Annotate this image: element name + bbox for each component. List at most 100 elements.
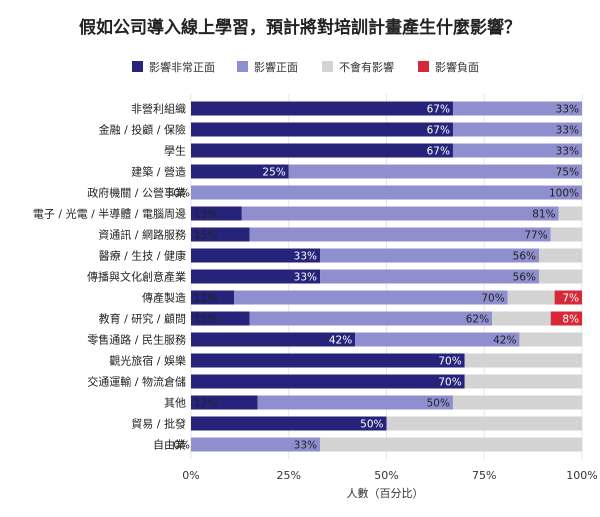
data-label-14-0: 17%	[194, 398, 217, 410]
data-label-2-0: 67%	[427, 146, 450, 158]
bar-segment-9-3	[554, 290, 582, 305]
bar-segment-10-1	[249, 311, 493, 326]
bar-segment-9-2	[507, 290, 555, 305]
category-label-12: 觀光旅宿 / 娛樂	[109, 354, 186, 368]
data-label-2-1: 33%	[556, 146, 579, 158]
category-label-11: 零售通路 / 民生服務	[87, 333, 186, 347]
category-label-7: 醫療 / 生技 / 健康	[99, 249, 186, 263]
x-tick-label-4: 100%	[566, 469, 597, 482]
bar-segment-2-1	[452, 143, 582, 158]
bar-segment-6-0	[191, 227, 250, 242]
bar-segment-7-0	[191, 248, 321, 263]
bar-segment-14-2	[452, 395, 582, 410]
bar-segment-5-2	[558, 206, 582, 221]
x-tick-label-0: 0%	[182, 469, 199, 482]
data-label-6-1: 77%	[524, 230, 547, 242]
data-label-11-1: 42%	[493, 335, 516, 347]
legend-swatch-3	[418, 61, 429, 72]
bar-segment-0-1	[452, 101, 582, 116]
data-label-5-0: 13%	[194, 209, 217, 221]
legend-swatch-2	[322, 61, 333, 72]
data-label-5-1: 81%	[532, 209, 555, 221]
data-label-4-1: 100%	[549, 188, 579, 200]
category-label-5: 電子 / 光電 / 半導體 / 電腦周邊	[33, 207, 186, 221]
category-label-16: 自由業	[153, 438, 186, 452]
bar-segment-1-0	[191, 122, 453, 137]
bar-segment-7-1	[320, 248, 539, 263]
data-label-10-0: 15%	[194, 314, 217, 326]
data-label-3-1: 75%	[556, 167, 579, 179]
legend-label-1: 影響正面	[254, 60, 298, 74]
category-label-10: 教育 / 研究 / 顧問	[99, 312, 186, 326]
bar-segment-5-0	[191, 206, 242, 221]
bar-segment-9-1	[234, 290, 508, 305]
bar-segment-10-0	[191, 311, 250, 326]
data-label-1-1: 33%	[556, 125, 579, 137]
data-label-12-0: 70%	[438, 356, 461, 368]
data-label-16-1: 33%	[294, 440, 317, 452]
bar-segment-12-2	[464, 353, 582, 368]
bar-segment-7-2	[538, 248, 582, 263]
bar-segment-11-0	[191, 332, 356, 347]
x-tick-label-2: 50%	[374, 469, 398, 482]
bar-segment-8-1	[320, 269, 539, 284]
category-label-6: 資通訊 / 網路服務	[98, 228, 186, 242]
data-label-9-0: 11%	[194, 293, 217, 305]
bar-segment-10-3	[550, 311, 582, 326]
data-label-10-1: 62%	[466, 314, 489, 326]
bar-segment-3-0	[191, 164, 289, 179]
data-label-8-0: 33%	[294, 272, 317, 284]
bar-segment-4-1	[191, 185, 582, 200]
data-label-14-1: 50%	[427, 398, 450, 410]
data-label-8-1: 56%	[513, 272, 536, 284]
bar-segment-8-2	[538, 269, 582, 284]
data-label-1-0: 67%	[427, 125, 450, 137]
bar-segment-16-2	[320, 437, 582, 452]
category-label-14: 其他	[164, 397, 186, 410]
bar-segment-6-2	[550, 227, 582, 242]
bar-segment-15-0	[191, 416, 387, 431]
bar-segment-2-0	[191, 143, 453, 158]
category-label-8: 傳播與文化創意產業	[87, 270, 186, 284]
data-label-0-0: 67%	[427, 104, 450, 116]
category-label-4: 政府機關 / 公營事業	[87, 186, 186, 200]
category-label-1: 金融 / 投顧 / 保險	[99, 123, 186, 137]
data-label-11-0: 42%	[329, 335, 352, 347]
data-label-10-3: 8%	[562, 314, 579, 326]
category-label-3: 建築 / 營造	[131, 165, 186, 179]
bar-segment-12-0	[191, 353, 465, 368]
data-label-15-0: 50%	[360, 419, 383, 431]
category-label-15: 貿易 / 批發	[131, 417, 186, 431]
category-label-9: 傳產製造	[142, 291, 186, 305]
data-label-4-0: 0%	[173, 188, 190, 200]
data-label-6-0: 15%	[194, 230, 217, 242]
chart-title: 假如公司導入線上學習，預計將對培訓計畫產生什麼影響？	[79, 17, 521, 38]
bar-segment-8-0	[191, 269, 321, 284]
x-axis-title: 人數（百分比）	[347, 487, 424, 500]
bar-segment-9-0	[191, 290, 235, 305]
x-tick-label-1: 25%	[277, 469, 301, 482]
legend-label-0: 影響非常正面	[149, 60, 215, 74]
data-label-16-0: 0%	[173, 440, 190, 452]
bar-segment-1-1	[452, 122, 582, 137]
chart-bars: 67% 33% 67% 33% 67% 33% 25% 75% 0% 100% 13% 81% 15% 7…	[173, 101, 582, 452]
data-label-0-1: 33%	[556, 104, 579, 116]
data-label-9-1: 70%	[481, 293, 504, 305]
bar-segment-13-2	[464, 374, 582, 389]
data-label-13-0: 70%	[438, 377, 461, 389]
legend-label-2: 不會有影響	[339, 60, 394, 74]
legend-swatch-1	[237, 61, 248, 72]
data-label-3-0: 25%	[262, 167, 285, 179]
category-label-13: 交通運輸 / 物流倉儲	[87, 375, 186, 389]
bar-segment-14-0	[191, 395, 258, 410]
data-label-7-0: 33%	[294, 251, 317, 263]
category-label-2: 學生	[164, 144, 186, 158]
x-tick-label-3: 75%	[472, 469, 496, 482]
bar-segment-14-1	[257, 395, 453, 410]
data-label-9-3: 7%	[562, 293, 579, 305]
bar-segment-15-2	[386, 416, 582, 431]
bar-segment-11-1	[355, 332, 520, 347]
bar-segment-3-1	[288, 164, 582, 179]
bar-segment-11-2	[519, 332, 582, 347]
